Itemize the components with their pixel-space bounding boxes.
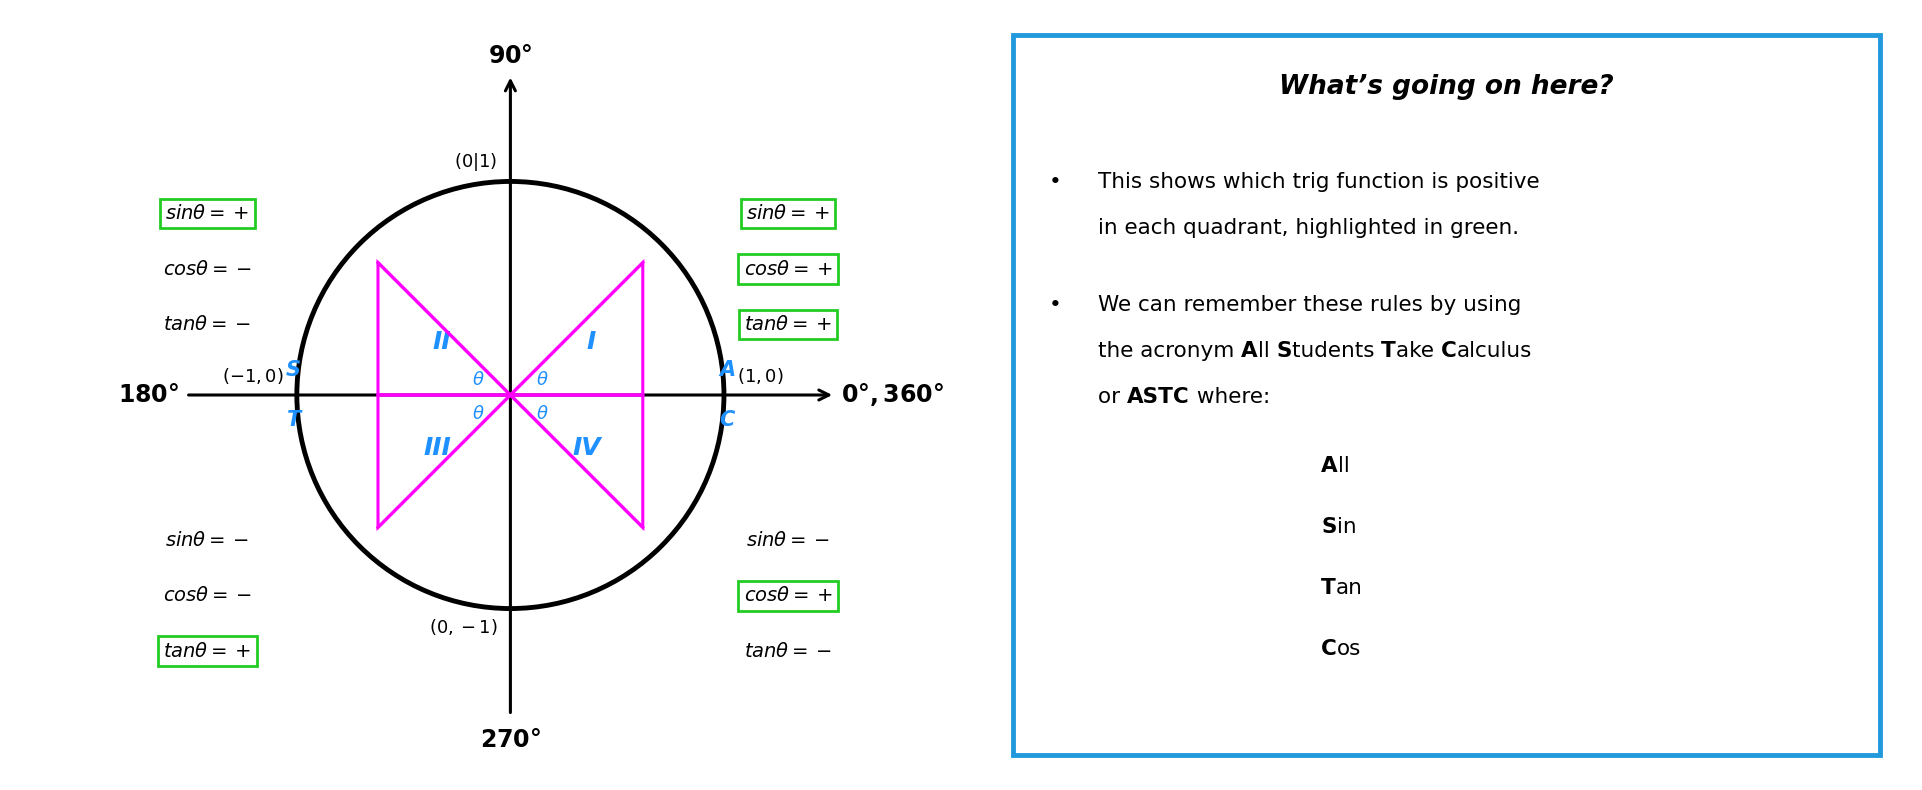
Text: tudents: tudents	[1292, 340, 1382, 361]
Text: os: os	[1338, 638, 1361, 659]
Text: $cos\theta = -$: $cos\theta = -$	[163, 586, 252, 605]
Text: $\mathbf{90°}$: $\mathbf{90°}$	[488, 44, 532, 68]
Text: $sin\theta = -$: $sin\theta = -$	[165, 531, 250, 550]
Text: III: III	[425, 436, 452, 461]
Text: A: A	[1242, 340, 1257, 361]
Text: $tan\theta = +$: $tan\theta = +$	[163, 641, 252, 660]
Text: $(-1,0)$: $(-1,0)$	[223, 367, 284, 386]
Text: S: S	[1320, 517, 1336, 536]
Text: $\theta$: $\theta$	[473, 405, 484, 423]
Text: $\mathbf{270°}$: $\mathbf{270°}$	[480, 728, 540, 752]
Text: $cos\theta = +$: $cos\theta = +$	[744, 586, 832, 605]
Text: A: A	[719, 360, 736, 380]
Text: C: C	[1442, 340, 1457, 361]
Text: C: C	[719, 410, 734, 430]
Text: $(1,0)$: $(1,0)$	[736, 367, 784, 386]
Text: ll: ll	[1257, 340, 1276, 361]
Text: ake: ake	[1395, 340, 1442, 361]
Text: $\theta$: $\theta$	[536, 405, 550, 423]
Text: $cos\theta = -$: $cos\theta = -$	[163, 259, 252, 279]
Text: $tan\theta = -$: $tan\theta = -$	[163, 315, 252, 334]
Text: T: T	[1320, 577, 1336, 598]
Text: or: or	[1097, 387, 1126, 407]
Text: where:: where:	[1190, 387, 1270, 407]
Text: T: T	[286, 410, 302, 430]
Text: $(0|1)$: $(0|1)$	[454, 151, 498, 173]
Text: $sin\theta = -$: $sin\theta = -$	[746, 531, 830, 550]
Text: in: in	[1336, 517, 1357, 536]
Text: $\mathbf{180°}$: $\mathbf{180°}$	[119, 383, 179, 407]
Text: $\theta$: $\theta$	[536, 371, 550, 389]
Text: •: •	[1049, 295, 1061, 314]
Text: S: S	[286, 360, 302, 380]
Text: an: an	[1336, 577, 1363, 598]
Text: the acronym: the acronym	[1097, 340, 1242, 361]
Text: alculus: alculus	[1457, 340, 1532, 361]
Text: ll: ll	[1338, 456, 1349, 476]
Text: ASTC: ASTC	[1126, 387, 1190, 407]
Text: $\mathbf{0°, 360°}$: $\mathbf{0°, 360°}$	[842, 382, 944, 408]
Text: $(0,-1)$: $(0,-1)$	[429, 617, 498, 637]
Text: A: A	[1320, 456, 1338, 476]
Text: What’s going on here?: What’s going on here?	[1278, 73, 1614, 100]
Text: $tan\theta = +$: $tan\theta = +$	[744, 315, 832, 334]
Text: II: II	[432, 329, 452, 354]
Text: •: •	[1049, 172, 1061, 192]
Text: $sin\theta = +$: $sin\theta = +$	[746, 204, 830, 223]
Text: in each quadrant, highlighted in green.: in each quadrant, highlighted in green.	[1097, 218, 1518, 239]
Text: We can remember these rules by using: We can remember these rules by using	[1097, 295, 1520, 314]
Text: IV: IV	[573, 436, 602, 461]
Text: $cos\theta = +$: $cos\theta = +$	[744, 259, 832, 279]
Text: $tan\theta = -$: $tan\theta = -$	[744, 641, 832, 660]
Text: $\theta$: $\theta$	[473, 371, 484, 389]
Text: S: S	[1276, 340, 1292, 361]
Text: T: T	[1382, 340, 1395, 361]
FancyBboxPatch shape	[1013, 35, 1880, 755]
Text: This shows which trig function is positive: This shows which trig function is positi…	[1097, 172, 1540, 192]
Text: C: C	[1320, 638, 1338, 659]
Text: I: I	[586, 329, 596, 354]
Text: $sin\theta = +$: $sin\theta = +$	[165, 204, 250, 223]
